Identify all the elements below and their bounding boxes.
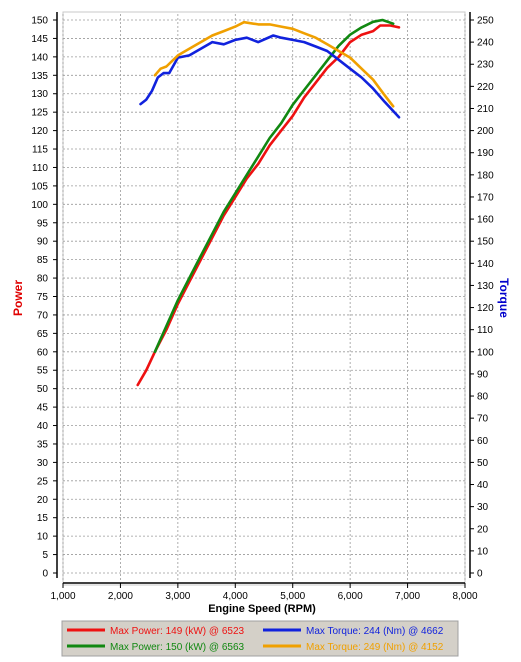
y-tick-label-left: 135 [31,71,48,82]
y-tick-label-left: 140 [31,52,48,63]
y-tick-label-right: 130 [477,281,494,292]
y-tick-label-left: 90 [37,237,49,248]
plot-area [62,11,466,586]
y-tick-label-right: 240 [477,38,494,49]
y-tick-label-left: 125 [31,108,48,119]
legend-text-power-red: Max Power: 149 (kW) @ 6523 [110,626,245,637]
y-tick-label-right: 20 [477,524,489,535]
y-axis-label-left: Power [11,280,25,316]
legend: Max Power: 149 (kW) @ 6523 Max Torque: 2… [61,620,459,657]
y-tick-label-right: 230 [477,60,494,71]
x-tick-label: 6,000 [338,591,363,602]
y-tick-label-left: 80 [37,274,49,285]
legend-text-torque-blue: Max Torque: 244 (Nm) @ 4662 [306,626,444,637]
x-ticks: 1,000 2,000 3,000 4,000 5,000 6,000 7,000 8,000 [50,583,478,602]
x-tick-label: 1,000 [50,591,75,602]
y-tick-label-right: 50 [477,458,489,469]
grid [62,14,466,581]
y-ticks-right: 0 10 20 30 40 50 60 70 80 90 100 110 120 130 140 150 160… [470,16,494,580]
y-tick-label-right: 0 [477,569,483,580]
y-tick-label-right: 160 [477,215,494,226]
legend-box [61,620,459,657]
y-tick-label-right: 110 [477,325,493,336]
series-line-torque-orange [153,20,395,108]
y-tick-label-left: 105 [31,181,48,192]
y-tick-label-left: 0 [42,569,48,580]
y-tick-label-right: 190 [477,148,494,159]
y-tick-label-right: 60 [477,436,489,447]
y-tick-label-left: 60 [37,347,49,358]
y-tick-label-left: 30 [37,458,49,469]
y-tick-label-left: 10 [37,532,49,543]
y-tick-label-right: 140 [477,259,494,270]
y-tick-label-left: 50 [37,384,49,395]
y-tick-label-left: 145 [31,34,48,45]
x-tick-label: 7,000 [395,591,420,602]
y-tick-label-right: 150 [477,237,494,248]
y-tick-label-left: 85 [37,255,49,266]
legend-text-torque-orange: Max Torque: 249 (Nm) @ 4152 [306,642,444,653]
y-tick-label-left: 120 [31,126,48,137]
x-tick-label: 3,000 [165,591,190,602]
y-tick-label-left: 150 [31,16,48,27]
y-tick-label-left: 95 [37,218,49,229]
y-tick-label-right: 100 [477,347,494,358]
x-tick-label: 5,000 [280,591,305,602]
series-line-power-green [153,18,395,354]
y-tick-label-left: 65 [37,329,49,340]
y-tick-label-left: 35 [37,439,49,450]
y-tick-label-right: 170 [477,192,494,203]
series-line-power-red [136,24,401,387]
y-tick-label-left: 100 [31,200,48,211]
y-tick-label-right: 30 [477,502,489,513]
y-tick-label-right: 70 [477,414,489,425]
y-tick-label-left: 40 [37,421,49,432]
y-tick-label-left: 25 [37,476,49,487]
x-tick-label: 8,000 [452,591,477,602]
y-tick-label-right: 10 [477,546,489,557]
y-tick-label-right: 250 [477,16,494,27]
legend-text-power-green: Max Power: 150 (kW) @ 6563 [110,642,245,653]
y-tick-label-right: 180 [477,170,494,181]
x-tick-label: 2,000 [108,591,133,602]
y-tick-label-left: 45 [37,403,49,414]
y-tick-label-left: 20 [37,495,49,506]
y-tick-label-left: 75 [37,292,49,303]
y-tick-label-right: 80 [477,392,489,403]
y-tick-label-right: 120 [477,303,494,314]
y-tick-label-left: 55 [37,366,49,377]
y-tick-label-left: 70 [37,310,49,321]
y-tick-label-right: 220 [477,82,494,93]
x-tick-label: 4,000 [223,591,248,602]
y-tick-label-right: 200 [477,126,494,137]
y-tick-label-left: 130 [31,89,48,100]
y-tick-label-left: 15 [37,513,49,524]
y-tick-label-right: 90 [477,369,489,380]
y-tick-label-right: 210 [477,104,494,115]
x-axis-label: Engine Speed (RPM) [208,603,316,615]
y-tick-label-right: 40 [477,480,489,491]
y-tick-label-left: 5 [42,550,48,561]
y-tick-label-left: 115 [32,145,48,156]
y-tick-label-left: 110 [32,163,48,174]
series-line-torque-blue [139,34,401,119]
series-lines [136,18,401,387]
y-axis-label-right: Torque [497,278,511,318]
y-ticks-left: 0 5 10 15 20 25 30 35 40 45 50 55 60 65 70 75 80 85 90 95 10… [31,16,57,580]
